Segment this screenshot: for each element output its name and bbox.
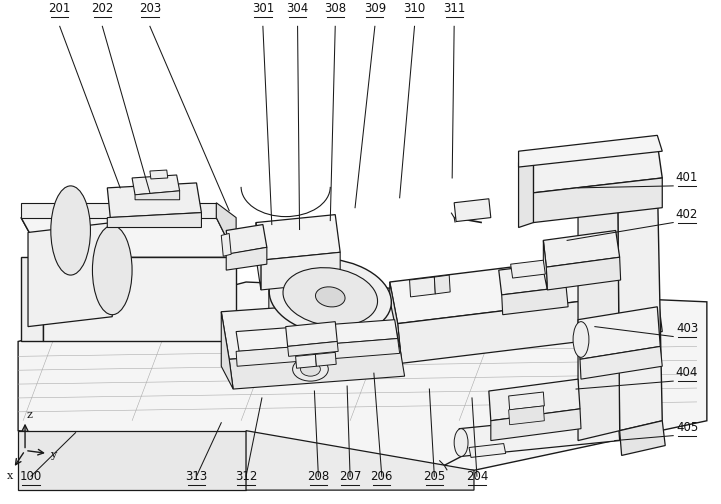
Polygon shape [269,250,340,280]
Polygon shape [578,188,619,440]
Polygon shape [459,413,619,457]
Text: x: x [7,471,14,481]
Ellipse shape [283,268,378,326]
Text: 313: 313 [185,470,208,483]
Polygon shape [510,260,545,278]
Ellipse shape [50,186,90,275]
Polygon shape [499,262,566,295]
Polygon shape [578,307,660,359]
Text: 201: 201 [48,3,71,16]
Text: 308: 308 [324,3,346,16]
Polygon shape [107,183,201,218]
Text: 304: 304 [286,3,309,16]
Polygon shape [390,250,658,324]
Ellipse shape [269,259,392,335]
Ellipse shape [301,362,320,376]
Polygon shape [229,346,404,389]
Text: 401: 401 [676,171,698,184]
Polygon shape [508,392,544,410]
Polygon shape [296,354,317,368]
Polygon shape [107,213,201,227]
Polygon shape [269,270,340,332]
Text: 207: 207 [339,470,361,483]
Polygon shape [226,225,267,254]
Polygon shape [547,257,621,290]
Polygon shape [469,444,505,458]
Text: z: z [27,410,33,420]
Polygon shape [619,421,665,456]
Polygon shape [544,240,547,290]
Text: 311: 311 [443,3,465,16]
Polygon shape [502,287,568,314]
Ellipse shape [573,322,589,357]
Polygon shape [256,215,340,260]
Polygon shape [390,282,402,363]
Polygon shape [221,233,231,256]
Polygon shape [518,158,534,227]
Polygon shape [491,409,581,440]
Polygon shape [132,175,180,195]
Polygon shape [21,218,236,257]
Polygon shape [261,253,340,290]
Polygon shape [21,203,216,218]
Text: 204: 204 [466,470,488,483]
Polygon shape [434,275,450,294]
Text: 301: 301 [252,3,274,16]
Text: 404: 404 [676,366,698,379]
Polygon shape [216,203,236,257]
Polygon shape [28,223,112,327]
Polygon shape [518,136,663,167]
Ellipse shape [293,357,328,381]
Polygon shape [410,277,435,297]
Polygon shape [286,322,337,346]
Polygon shape [226,247,267,270]
Text: 206: 206 [371,470,393,483]
Text: 202: 202 [91,3,113,16]
Polygon shape [18,430,246,490]
Polygon shape [618,178,663,430]
Text: 402: 402 [676,208,698,221]
Polygon shape [256,223,261,290]
Text: y: y [50,451,56,461]
Polygon shape [21,218,236,257]
Polygon shape [18,282,707,470]
Polygon shape [489,379,580,421]
Text: 310: 310 [403,3,425,16]
Text: 208: 208 [307,470,329,483]
Text: 312: 312 [235,470,257,483]
Polygon shape [580,346,663,379]
Text: 203: 203 [138,3,161,16]
Polygon shape [246,430,474,490]
Polygon shape [43,257,236,342]
Ellipse shape [316,287,345,307]
Polygon shape [221,300,399,359]
Text: 205: 205 [423,470,446,483]
Polygon shape [288,342,338,356]
Text: 100: 100 [20,470,42,483]
Polygon shape [398,292,663,363]
Ellipse shape [454,429,468,457]
Ellipse shape [92,225,132,314]
Polygon shape [236,320,398,351]
Polygon shape [150,170,168,179]
Polygon shape [21,257,43,342]
Polygon shape [534,143,663,193]
Polygon shape [315,352,336,366]
Polygon shape [534,178,663,223]
Text: 309: 309 [364,3,386,16]
Polygon shape [236,339,399,366]
Polygon shape [508,406,544,425]
Polygon shape [221,312,233,389]
Text: 403: 403 [676,322,698,335]
Polygon shape [454,199,491,222]
Polygon shape [135,191,180,200]
Polygon shape [544,230,619,267]
Text: 405: 405 [676,421,698,433]
